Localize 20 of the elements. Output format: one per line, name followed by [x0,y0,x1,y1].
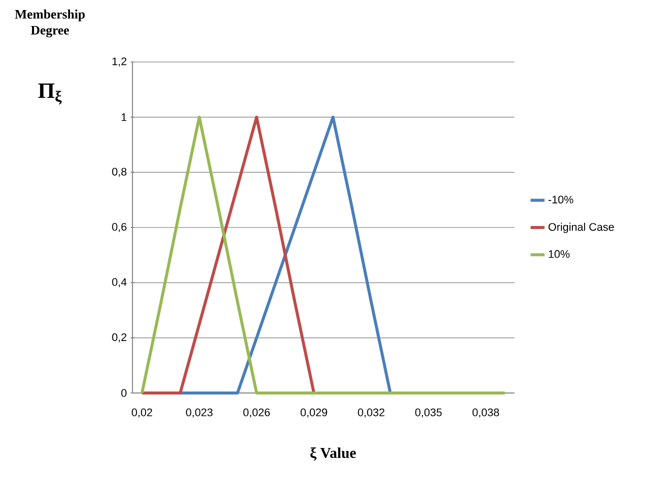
y-tick-label: 1,2 [112,57,126,67]
y-tick-label: 0,8 [112,168,126,177]
y-tick-label: 0,2 [112,333,126,342]
legend-label: Original Case [548,222,614,233]
x-tick-label: 0,026 [243,408,270,418]
y-axis-title: Membership Degree [14,10,85,38]
y-tick-label: 0,4 [112,278,127,288]
x-tick-label: 0,02 [132,408,152,418]
x-tick-label: 0,029 [300,408,328,418]
x-tick-label: 0,035 [415,408,442,418]
x-axis-title: ξ Value [310,447,356,461]
legend-label: -10% [548,196,574,204]
y-tick-label: 0,6 [112,222,126,232]
x-tick-label: 0,032 [358,408,384,418]
text: Π$_{ξ}$ [38,84,62,104]
legend-label: 10% [548,250,570,258]
y-tick-label: 1 [122,113,126,121]
x-tick-label: 0,038 [472,408,500,418]
y-tick-label: 0 [121,389,126,397]
x-tick-label: 0,023 [186,408,213,418]
